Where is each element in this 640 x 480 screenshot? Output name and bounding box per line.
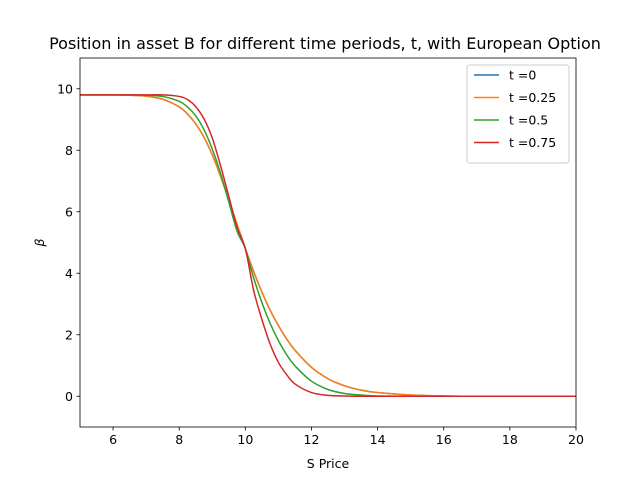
x-tick-label: 14 [370, 432, 386, 447]
x-tick-label: 6 [109, 432, 117, 447]
series-line-3 [80, 94, 576, 398]
y-tick-label: 4 [65, 266, 73, 281]
x-tick-label: 16 [436, 432, 452, 447]
series-line-1 [80, 94, 576, 398]
legend-label-0: t =0 [509, 68, 536, 83]
series-lines [80, 94, 576, 398]
y-tick-label: 8 [65, 143, 73, 158]
y-tick-label: 6 [65, 204, 73, 219]
axis-ticks: 6 8 10 12 14 16 18 20 0 2 4 6 8 10 [57, 81, 584, 447]
y-tick-label: 10 [57, 81, 73, 96]
plot-frame [79, 57, 577, 428]
plot-area [80, 94, 576, 398]
legend-frame [466, 64, 570, 164]
legend-label-2: t =0.5 [509, 113, 548, 128]
y-tick-label: 2 [65, 327, 73, 342]
legend-label-1: t =0.25 [509, 90, 556, 105]
x-axis-label: S Price [307, 456, 350, 471]
x-tick-label: 12 [304, 432, 320, 447]
x-tick-label: 10 [237, 432, 253, 447]
x-tick-label: 18 [502, 432, 518, 447]
x-tick-label: 20 [568, 432, 584, 447]
legend: t =0 t =0.25 t =0.5 t =0.75 [466, 64, 570, 164]
legend-label-3: t =0.75 [509, 135, 556, 150]
y-axis-label: β [32, 238, 47, 247]
chart-title: Position in asset B for different time p… [49, 34, 601, 53]
x-tick-label: 8 [175, 432, 183, 447]
y-tick-label: 0 [65, 389, 73, 404]
